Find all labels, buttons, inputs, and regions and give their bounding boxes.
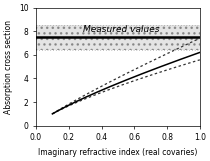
Y-axis label: Absorption cross section: Absorption cross section [4,20,13,114]
Text: Measured values: Measured values [83,25,159,34]
X-axis label: Imaginary refractive index (real covaries): Imaginary refractive index (real covarie… [38,148,198,157]
Bar [36,25,200,50]
